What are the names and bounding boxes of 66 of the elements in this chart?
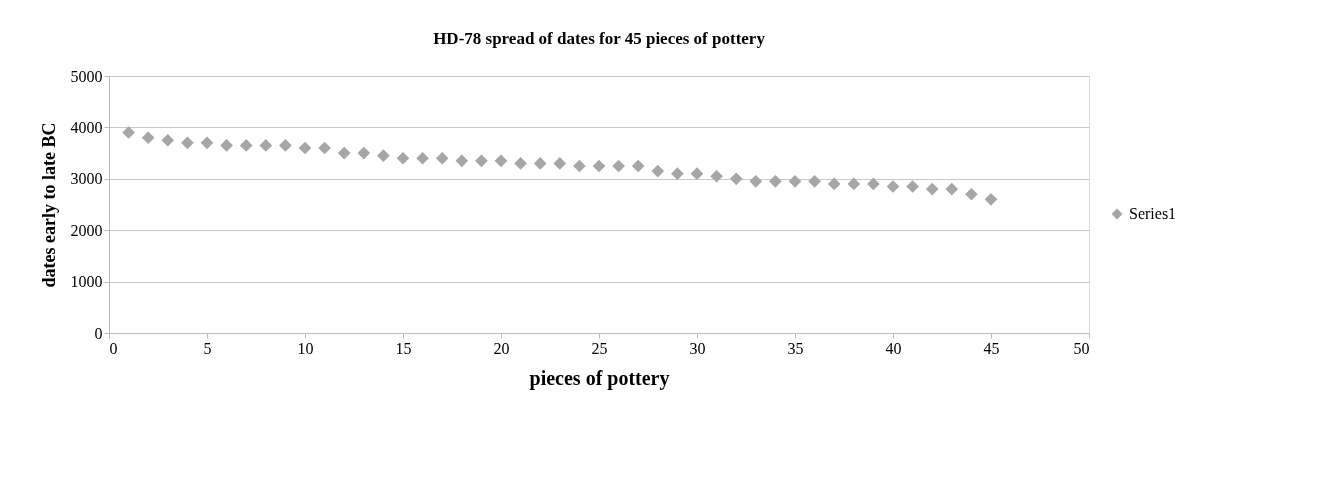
x-tick-label: 30 bbox=[689, 339, 706, 357]
x-tick-label: 15 bbox=[395, 339, 412, 357]
point bbox=[200, 136, 214, 150]
point bbox=[514, 157, 527, 170]
point bbox=[573, 159, 586, 173]
point bbox=[886, 180, 900, 193]
point bbox=[337, 146, 351, 160]
x-tick-label: 25 bbox=[591, 339, 608, 357]
point bbox=[279, 139, 292, 152]
point bbox=[749, 175, 763, 188]
y-tick-label: 0 bbox=[94, 324, 103, 342]
x-tick-label: 5 bbox=[203, 339, 212, 357]
y-axis-title: dates early to late BC bbox=[38, 122, 59, 288]
y-tick-label: 3000 bbox=[70, 170, 103, 188]
point bbox=[847, 177, 861, 191]
point bbox=[945, 182, 959, 196]
x-tick-label: 50 bbox=[1073, 339, 1090, 357]
point bbox=[651, 164, 665, 178]
point bbox=[592, 159, 606, 173]
point bbox=[769, 175, 782, 188]
point bbox=[494, 154, 508, 168]
y-tick-label: 5000 bbox=[70, 67, 103, 85]
point bbox=[729, 172, 743, 186]
point bbox=[435, 151, 449, 165]
point bbox=[553, 157, 567, 170]
point bbox=[318, 141, 331, 155]
x-tick-label: 10 bbox=[297, 339, 314, 357]
x-tick-label: 35 bbox=[787, 339, 804, 357]
point bbox=[416, 151, 429, 165]
point bbox=[827, 177, 841, 191]
x-tick-label: 40 bbox=[885, 339, 902, 357]
point bbox=[455, 154, 469, 168]
point bbox=[788, 175, 802, 188]
point bbox=[181, 136, 194, 150]
point bbox=[141, 131, 155, 145]
y-tick-label: 4000 bbox=[70, 118, 103, 136]
point bbox=[122, 126, 135, 139]
point bbox=[906, 180, 919, 193]
point bbox=[377, 149, 390, 162]
point bbox=[671, 167, 684, 180]
x-tick-label: 45 bbox=[983, 339, 1000, 357]
point bbox=[984, 193, 998, 206]
point bbox=[259, 139, 273, 152]
point bbox=[710, 169, 723, 183]
point bbox=[239, 139, 253, 152]
point bbox=[808, 175, 821, 188]
point bbox=[357, 146, 371, 160]
y-tick-label: 1000 bbox=[70, 273, 103, 291]
point bbox=[298, 141, 312, 155]
point bbox=[612, 159, 625, 173]
chart-title: HD-78 spread of dates for 45 pieces of pottery bbox=[433, 29, 766, 48]
point bbox=[220, 139, 233, 152]
legend-label: Series1 bbox=[1129, 205, 1177, 222]
point bbox=[396, 151, 410, 165]
y-tick-label: 2000 bbox=[70, 221, 103, 239]
point bbox=[965, 187, 978, 201]
point bbox=[925, 182, 939, 196]
point bbox=[690, 167, 704, 180]
point bbox=[161, 133, 175, 147]
x-tick-label: 20 bbox=[493, 339, 510, 357]
x-axis-title: pieces of pottery bbox=[529, 366, 670, 390]
point bbox=[475, 154, 488, 168]
point bbox=[631, 159, 645, 173]
x-tick-label: 0 bbox=[109, 339, 118, 357]
point bbox=[533, 157, 547, 170]
point bbox=[867, 177, 880, 191]
